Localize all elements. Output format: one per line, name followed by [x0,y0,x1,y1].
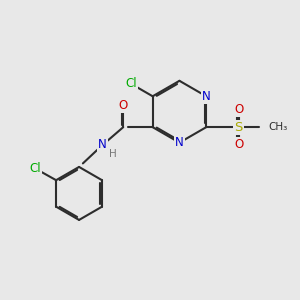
Text: Cl: Cl [30,162,41,175]
Text: N: N [98,138,107,151]
Text: N: N [202,90,211,103]
Text: CH₃: CH₃ [268,122,287,132]
Text: O: O [234,103,243,116]
Text: O: O [234,138,243,151]
Text: O: O [118,99,128,112]
Text: Cl: Cl [125,77,137,90]
Text: N: N [175,136,184,149]
Text: H: H [109,149,117,159]
Text: S: S [234,121,243,134]
